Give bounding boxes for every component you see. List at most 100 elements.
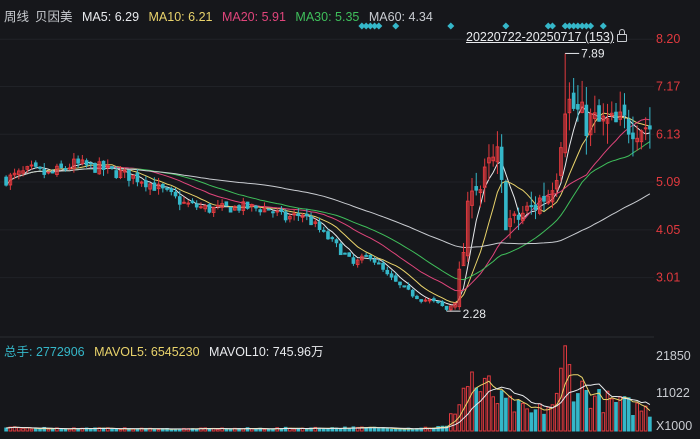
candle-body[interactable] — [152, 182, 157, 191]
candle-body[interactable] — [626, 118, 631, 135]
candle-body[interactable] — [343, 252, 347, 255]
candle-body[interactable] — [482, 166, 487, 188]
volume-bar[interactable] — [461, 387, 466, 432]
candle-body[interactable] — [521, 212, 525, 222]
candle-body[interactable] — [46, 171, 51, 174]
volume-bar[interactable] — [393, 428, 398, 432]
candle-body[interactable] — [529, 205, 534, 208]
volume-bar[interactable] — [4, 427, 8, 432]
candle-body[interactable] — [512, 213, 517, 216]
volume-bar[interactable] — [597, 389, 601, 432]
candle-body[interactable] — [17, 170, 21, 176]
candle-body[interactable] — [406, 285, 411, 290]
candle-body[interactable] — [457, 268, 462, 308]
volume-bar[interactable] — [470, 371, 474, 432]
event-marker-icon[interactable] — [548, 22, 556, 30]
candle-body[interactable] — [402, 285, 407, 288]
volume-bar[interactable] — [122, 427, 127, 432]
candle-body[interactable] — [228, 206, 233, 213]
candlesticks[interactable] — [4, 53, 652, 312]
event-marker-icon[interactable] — [574, 22, 582, 30]
event-marker-icon[interactable] — [362, 22, 370, 30]
volume-bar[interactable] — [385, 427, 390, 432]
event-marker-icon[interactable] — [587, 22, 595, 30]
candle-body[interactable] — [8, 174, 13, 186]
volume-bar[interactable] — [491, 396, 495, 432]
candle-body[interactable] — [601, 115, 606, 122]
candle-body[interactable] — [237, 205, 241, 211]
candle-body[interactable] — [190, 200, 195, 204]
candle-body[interactable] — [182, 201, 186, 204]
candle-body[interactable] — [550, 190, 555, 203]
candle-body[interactable] — [292, 213, 296, 216]
candle-body[interactable] — [305, 213, 309, 217]
volume-bar[interactable] — [529, 412, 534, 432]
candle-body[interactable] — [427, 299, 432, 302]
volume-bar[interactable] — [584, 389, 589, 432]
volume-bar[interactable] — [59, 428, 63, 432]
volume-bar[interactable] — [330, 427, 335, 432]
candle-body[interactable] — [567, 98, 572, 114]
candle-body[interactable] — [326, 231, 330, 240]
candle-body[interactable] — [211, 206, 216, 213]
event-marker-icon[interactable] — [366, 22, 374, 30]
candle-body[interactable] — [495, 146, 500, 163]
lock-icon[interactable] — [617, 29, 628, 42]
event-marker-icon[interactable] — [599, 22, 607, 30]
candle-body[interactable] — [258, 209, 263, 213]
volume-bar[interactable] — [389, 428, 394, 432]
volume-bar[interactable] — [499, 390, 504, 432]
candle-body[interactable] — [605, 118, 610, 124]
candle-body[interactable] — [25, 166, 30, 170]
candle-body[interactable] — [584, 104, 589, 136]
volume-bar[interactable] — [580, 380, 584, 432]
candle-body[interactable] — [169, 188, 174, 193]
candle-body[interactable] — [12, 172, 17, 176]
candle-body[interactable] — [389, 273, 394, 278]
volume-bar[interactable] — [495, 403, 500, 432]
event-markers[interactable] — [358, 22, 607, 30]
volume-bar[interactable] — [643, 405, 648, 432]
volume-bar[interactable] — [182, 427, 186, 432]
candle-body[interactable] — [372, 259, 377, 263]
volume-bar[interactable] — [313, 426, 318, 432]
candle-body[interactable] — [110, 166, 114, 169]
candle-body[interactable] — [38, 166, 42, 169]
volume-bar[interactable] — [33, 428, 38, 432]
event-marker-icon[interactable] — [375, 22, 383, 30]
candle-body[interactable] — [216, 204, 220, 207]
volume-bar[interactable] — [292, 428, 296, 432]
volume-bar[interactable] — [508, 395, 512, 432]
candle-body[interactable] — [478, 189, 483, 194]
volume-bar[interactable] — [216, 428, 220, 432]
candle-body[interactable] — [76, 158, 80, 164]
candle-body[interactable] — [42, 168, 47, 175]
volume-bar[interactable] — [343, 426, 347, 432]
candle-body[interactable] — [516, 214, 521, 220]
volume-bar[interactable] — [110, 428, 114, 432]
candle-body[interactable] — [131, 174, 135, 179]
candle-body[interactable] — [554, 180, 559, 190]
candle-body[interactable] — [241, 201, 246, 212]
candle-body[interactable] — [593, 112, 597, 120]
candle-body[interactable] — [643, 127, 648, 130]
candle-body[interactable] — [139, 181, 144, 184]
candle-body[interactable] — [114, 170, 119, 178]
volume-bar[interactable] — [449, 413, 453, 432]
candle-body[interactable] — [453, 302, 457, 308]
candle-body[interactable] — [588, 113, 593, 136]
candle-body[interactable] — [385, 269, 390, 275]
candle-body[interactable] — [254, 205, 258, 209]
candle-body[interactable] — [97, 161, 102, 175]
candle-body[interactable] — [571, 92, 576, 109]
event-marker-icon[interactable] — [582, 22, 590, 30]
volume-bar[interactable] — [93, 427, 97, 432]
candle-body[interactable] — [275, 210, 279, 213]
candle-body[interactable] — [533, 204, 538, 210]
volume-bar[interactable] — [42, 426, 47, 432]
volume-bar[interactable] — [635, 402, 639, 432]
candle-body[interactable] — [474, 186, 479, 191]
candle-body[interactable] — [194, 203, 199, 208]
volume-bar[interactable] — [525, 408, 529, 432]
